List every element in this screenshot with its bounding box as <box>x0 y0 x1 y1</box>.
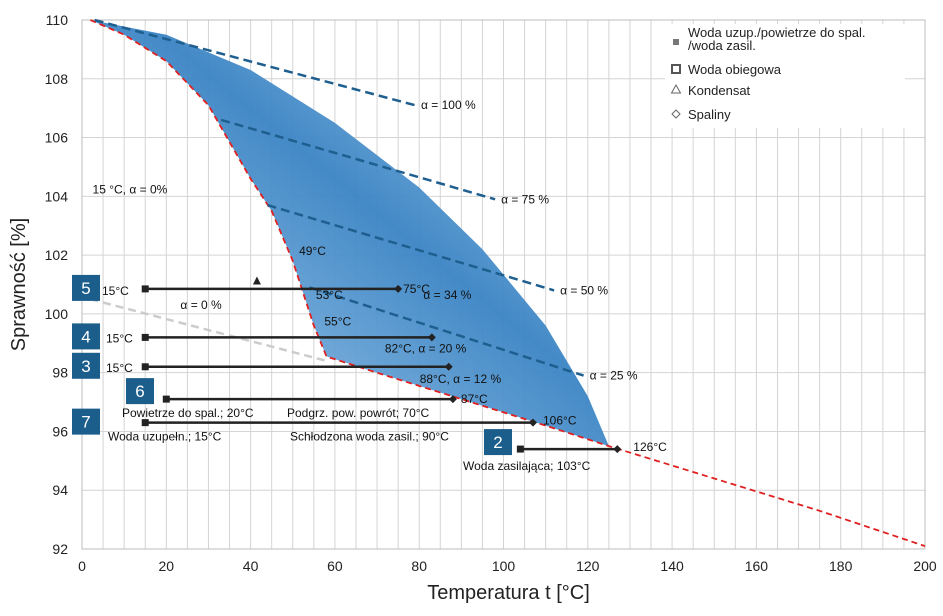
y-tick-label: 96 <box>52 423 68 439</box>
measurement-end-label: 88°C, α = 12 % <box>420 372 502 386</box>
measurement-start-label: Woda zasilająca; 103°C <box>463 459 591 473</box>
series-lines <box>90 18 926 547</box>
end-marker <box>427 333 436 342</box>
x-tick-label: 0 <box>78 558 86 574</box>
measurement-badge-label: 7 <box>81 413 90 432</box>
measurement-start-label: 15°C <box>102 284 129 298</box>
alpha-line-label: α = 100 % <box>421 98 476 112</box>
measurement-badge <box>72 274 100 301</box>
y-tick-label: 104 <box>45 188 69 204</box>
axis-titles: Temperatura t [°C] Sprawność [%] <box>8 218 590 604</box>
annotation-label: 49°C <box>299 244 326 258</box>
legend-marker-diamond <box>671 109 681 119</box>
y-tick-label: 98 <box>52 365 68 381</box>
x-tick-label: 160 <box>745 558 769 574</box>
legend-label: Woda uzup./powietrze do spal. <box>688 25 866 40</box>
legend-label: Spaliny <box>688 107 731 122</box>
x-axis-title: Temperatura t [°C] <box>427 582 590 604</box>
end-marker <box>529 418 538 427</box>
measurement-end-label: 126°C <box>633 440 667 454</box>
end-marker <box>448 395 457 404</box>
tick-labels: 0 20 40 60 80 100 120 140 160 180 200 92 94 96 98 100 10… <box>45 12 937 574</box>
measurement-badge-label: 3 <box>81 357 90 376</box>
measurement-mid-label: Podgrz. pow. powrót; 70°C <box>287 406 430 420</box>
x-tick-label: 180 <box>829 558 853 574</box>
measurement-end-label: 82°C, α = 20 % <box>385 341 467 355</box>
efficiency-band <box>90 20 609 447</box>
legend-label: Woda obiegowa <box>688 62 782 77</box>
x-tick-label: 100 <box>492 558 516 574</box>
annotation-label: α = 34 % <box>423 288 471 302</box>
x-tick-label: 40 <box>243 558 259 574</box>
annotations: α = 100 % α = 75 % α = 50 % α = 25 % α = 0 %… <box>93 98 668 473</box>
end-marker <box>394 284 403 293</box>
y-axis-title: Sprawność [%] <box>8 218 30 351</box>
alpha-line-label: α = 50 % <box>560 283 608 297</box>
legend-marker-triangle <box>670 83 682 94</box>
measurement-mid-label: Schłodzona woda zasil.; 90°C <box>290 430 449 444</box>
measurement-badge-label: 5 <box>81 279 90 298</box>
y-tick-label: 102 <box>45 247 69 263</box>
annotation-label: 55°C <box>324 315 351 329</box>
measurement-badge <box>126 378 154 405</box>
start-marker <box>516 445 524 453</box>
measurement-start-label: Woda uzupełn.; 15°C <box>108 430 222 444</box>
y-tick-label: 110 <box>46 12 69 28</box>
legend-label: /woda zasil. <box>688 38 756 53</box>
start-marker <box>141 419 149 427</box>
legend-box <box>665 24 905 128</box>
measurement-start-label: 15°C <box>106 331 133 345</box>
zero-alpha-label: α = 0 % <box>180 298 222 312</box>
end-marker <box>444 362 453 371</box>
start-marker <box>162 395 170 403</box>
y-tick-label: 100 <box>45 306 69 322</box>
measurement-lines: 5 4 3 6 7 2 <box>72 274 622 456</box>
x-tick-label: 140 <box>660 558 684 574</box>
measurement-start-label: 15°C <box>106 361 133 375</box>
zero-alpha-line <box>90 297 327 363</box>
alpha-line <box>220 118 496 201</box>
alpha-line-label: α = 75 % <box>501 192 549 206</box>
measurement-end-label: 87°C <box>461 392 488 406</box>
start-marker <box>141 285 149 293</box>
x-tick-label: 20 <box>159 558 175 574</box>
measurement-badge <box>484 429 512 456</box>
alpha-line <box>267 203 555 292</box>
legend: Woda uzup./powietrze do spal./woda zasil… <box>665 24 905 128</box>
measurement-badge <box>72 408 100 435</box>
condensate-marker <box>252 276 261 285</box>
measurement-badge-label: 4 <box>81 327 90 346</box>
x-tick-label: 120 <box>576 558 600 574</box>
y-tick-label: 106 <box>45 130 69 146</box>
efficiency-band-area <box>90 20 609 447</box>
alpha-line-label: α = 25 % <box>590 369 638 383</box>
measurement-badge-label: 2 <box>493 433 502 452</box>
legend-marker-square <box>673 39 679 45</box>
x-tick-label: 200 <box>913 558 937 574</box>
start-marker <box>141 333 149 341</box>
measurement-badge-label: 6 <box>135 382 144 401</box>
alpha-line <box>309 286 584 377</box>
x-tick-label: 80 <box>411 558 427 574</box>
end-marker <box>613 445 622 454</box>
x-tick-label: 60 <box>327 558 343 574</box>
legend-marker-ring <box>671 64 681 74</box>
y-tick-label: 94 <box>52 482 68 498</box>
y-tick-label: 92 <box>52 541 68 557</box>
measurement-end-label: 75°C <box>403 282 430 296</box>
legend-label: Kondensat <box>688 83 751 98</box>
start-marker <box>141 363 149 371</box>
annotation-label: 15 °C, α = 0% <box>93 182 168 196</box>
measurement-badge <box>72 323 100 350</box>
y-tick-label: 108 <box>45 71 69 87</box>
measurement-badge <box>72 352 100 379</box>
measurement-start-label: Powietrze do spal.; 20°C <box>122 406 254 420</box>
measurement-end-label: 106°C <box>543 414 577 428</box>
annotation-label: 53°C <box>316 288 343 302</box>
